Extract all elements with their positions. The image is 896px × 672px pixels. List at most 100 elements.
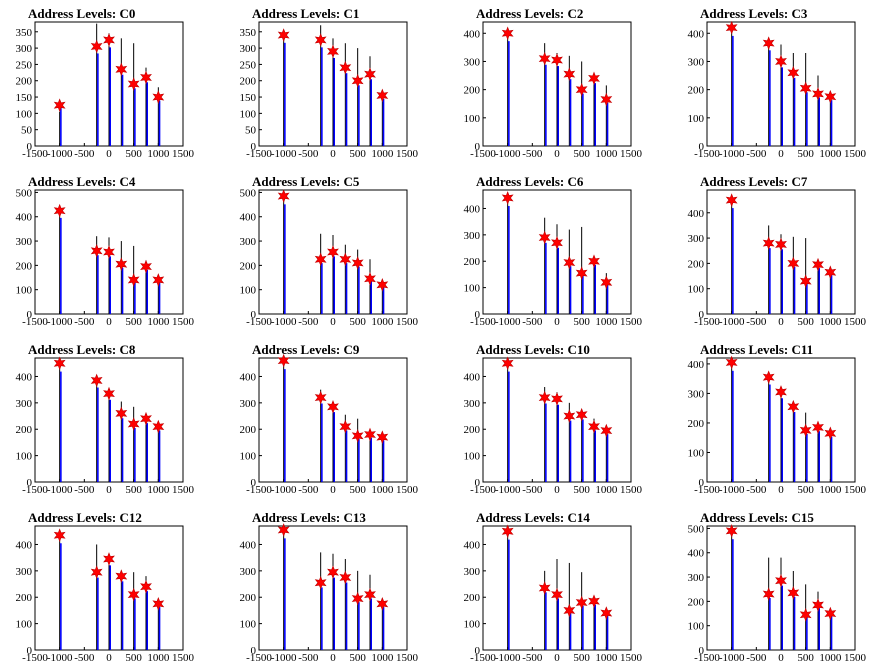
level-marker (351, 591, 364, 606)
level-marker (140, 411, 152, 426)
x-tick-label: 0 (554, 652, 560, 664)
y-tick-label: 300 (688, 233, 705, 245)
chart-title: Address Levels: C14 (476, 510, 590, 525)
level-marker (127, 77, 140, 91)
x-tick-label: 0 (106, 652, 112, 664)
y-tick-label: 250 (240, 59, 257, 71)
level-marker (103, 33, 115, 47)
level-marker (762, 236, 775, 250)
x-tick-label: -1000 (47, 148, 73, 160)
x-tick-label: 0 (554, 316, 560, 328)
y-tick-label: 300 (464, 566, 481, 578)
level-marker (725, 524, 738, 538)
x-tick-label: -500 (298, 652, 319, 664)
y-tick-label: 200 (240, 76, 257, 88)
level-marker (53, 203, 66, 218)
level-marker (127, 273, 140, 287)
y-tick-label: 200 (688, 418, 705, 430)
level-marker (787, 586, 800, 600)
y-tick-label: 300 (240, 566, 257, 578)
y-tick-label: 0 (27, 477, 33, 489)
x-tick-label: 0 (330, 316, 336, 328)
x-tick-label: 1500 (172, 148, 195, 160)
level-marker (376, 430, 389, 444)
level-marker (327, 44, 339, 59)
x-tick-label: -1000 (271, 148, 297, 160)
level-marker (127, 417, 140, 431)
level-marker (501, 524, 514, 539)
chart-svg: Address Levels: C11 0 100 200 300 400 -1500-10… (688, 342, 867, 496)
y-tick-label: 300 (688, 388, 705, 400)
x-tick-label: -500 (522, 148, 543, 160)
y-tick-label: 150 (240, 92, 257, 104)
x-tick-label: 500 (797, 316, 814, 328)
y-tick-label: 200 (16, 76, 33, 88)
level-marker (127, 587, 140, 602)
chart-svg: Address Levels: C15 0 100 200 300 400 500 -1500… (688, 510, 867, 664)
x-tick-label: 1000 (147, 484, 170, 496)
x-tick-label: 1500 (172, 652, 195, 664)
x-tick-label: 1000 (595, 148, 618, 160)
level-marker (90, 565, 103, 579)
level-marker (725, 193, 738, 207)
y-tick-label: 400 (16, 212, 33, 224)
x-tick-label: -1000 (47, 484, 73, 496)
x-tick-label: -1500 (246, 316, 272, 328)
y-tick-label: 100 (16, 285, 33, 297)
x-tick-label: -500 (298, 484, 319, 496)
y-tick-label: 0 (699, 141, 705, 153)
y-tick-label: 100 (464, 283, 481, 295)
level-marker (53, 356, 66, 371)
level-marker (376, 277, 389, 292)
x-tick-label: -1500 (246, 652, 272, 664)
x-tick-label: 0 (106, 484, 112, 496)
x-tick-label: -500 (74, 652, 95, 664)
level-marker (115, 257, 128, 271)
level-marker (364, 271, 376, 286)
level-marker (725, 20, 738, 35)
level-marker (364, 427, 376, 442)
level-marker (277, 189, 290, 203)
chart-panel: Address Levels: C2 0 100 200 300 400 -1500 -100… (464, 6, 643, 160)
x-tick-label: 1500 (620, 484, 643, 496)
level-marker (600, 92, 613, 107)
y-tick-label: 100 (240, 619, 257, 631)
x-tick-label: -500 (74, 316, 95, 328)
chart-panel: Address Levels: C14 0 100 200 300 400 -1500 -10… (464, 510, 643, 664)
chart-panel: Address Levels: C13 0 100 200 300 400 -1500 -10… (240, 510, 419, 664)
y-tick-label: 400 (464, 371, 481, 383)
x-tick-label: -1500 (22, 316, 48, 328)
x-tick-label: -1500 (694, 316, 720, 328)
x-tick-label: -500 (74, 148, 95, 160)
y-tick-label: 400 (688, 208, 705, 220)
chart-svg: Address Levels: C9 0 100 200 300 400 -1500-100… (240, 342, 419, 496)
level-marker (799, 81, 812, 96)
x-tick-label: 1500 (620, 652, 643, 664)
x-tick-label: -1500 (694, 484, 720, 496)
chart-title: Address Levels: C13 (252, 510, 366, 525)
x-tick-label: -1000 (271, 316, 297, 328)
level-marker (364, 67, 376, 82)
x-tick-label: -1000 (495, 652, 521, 664)
level-marker (140, 70, 152, 85)
level-marker (538, 390, 551, 405)
level-marker (277, 28, 290, 42)
chart-title: Address Levels: C0 (28, 6, 135, 21)
y-tick-label: 100 (16, 619, 33, 631)
level-marker (103, 386, 115, 401)
level-marker (314, 33, 327, 47)
x-tick-label: -1000 (719, 484, 745, 496)
x-tick-label: -1500 (246, 148, 272, 160)
level-marker (140, 259, 152, 274)
x-tick-label: -1000 (47, 316, 73, 328)
level-marker (812, 598, 824, 612)
x-tick-label: 1000 (371, 316, 394, 328)
y-tick-label: 400 (464, 539, 481, 551)
x-tick-label: 500 (349, 484, 366, 496)
level-marker (351, 256, 364, 270)
chart-title: Address Levels: C8 (28, 342, 136, 357)
level-marker (600, 606, 613, 620)
y-tick-label: 50 (245, 125, 257, 137)
y-tick-label: 400 (240, 212, 257, 224)
x-tick-label: -500 (522, 652, 543, 664)
